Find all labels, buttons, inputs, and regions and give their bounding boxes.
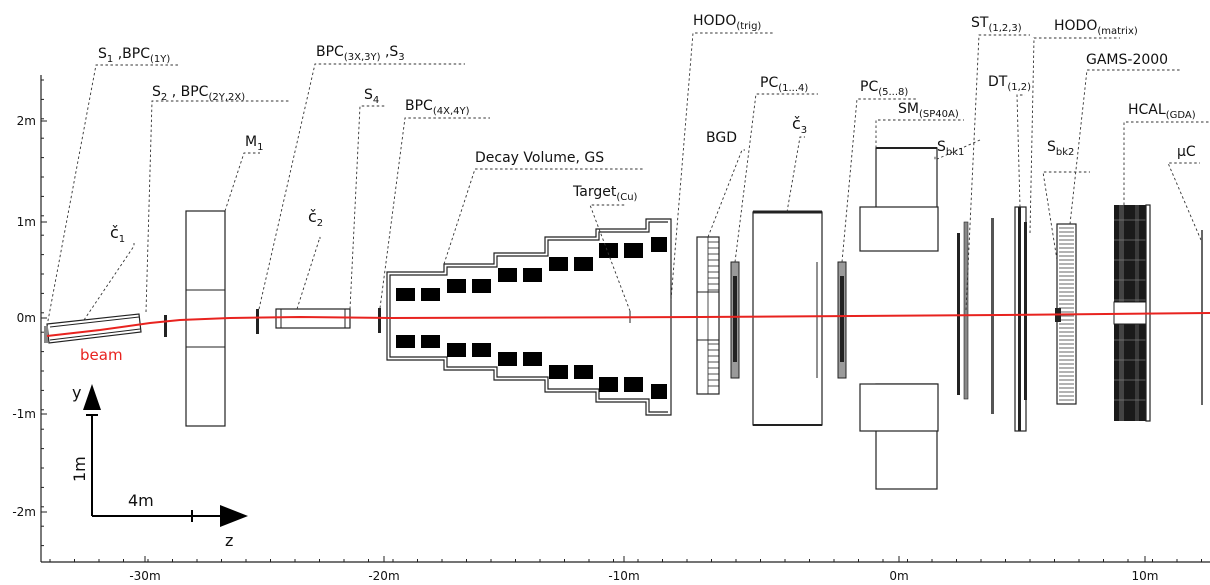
label-pc1-4: PC(1...4) xyxy=(760,75,808,94)
s2-counter-shape xyxy=(164,315,167,337)
beam-label: beam xyxy=(80,346,123,364)
label-st123: ST(1,2,3) xyxy=(971,15,1022,34)
detector-labels: S1 ,BPC(1Y) S2 , BPC(2Y,2X) č1 M1 BPC(3X… xyxy=(98,13,1196,245)
sbk1-st-dt-shapes xyxy=(957,206,1027,432)
beam-line xyxy=(46,312,1210,337)
scale-1m-label: 1m xyxy=(70,456,89,482)
x-tick-label: -20m xyxy=(368,569,399,583)
bgd-shape xyxy=(696,236,720,395)
label-sbk1: Sbk1 xyxy=(937,139,964,158)
guard-system-blocks xyxy=(396,237,667,399)
x-tick-label: -30m xyxy=(129,569,160,583)
s3-counter-shape xyxy=(256,309,259,334)
y-tick-label: 0m xyxy=(17,311,36,325)
x-tick-label: -10m xyxy=(608,569,639,583)
label-hodo-trig: HODO(trig) xyxy=(693,13,761,32)
label-c3: č3 xyxy=(792,114,807,136)
cherenkov-3-shape xyxy=(752,210,823,426)
y-axis-ticks: 2m 1m 0m -1m -2m xyxy=(12,79,47,547)
s4-counter-shape xyxy=(378,308,381,333)
label-s1-bpc1y: S1 ,BPC(1Y) xyxy=(98,46,170,65)
scale-bar: y z 1m 4m xyxy=(70,383,248,550)
label-c2: č2 xyxy=(308,207,323,229)
label-s4: S4 xyxy=(364,87,379,106)
label-bgd: BGD xyxy=(706,130,737,146)
sub: 1 xyxy=(107,54,113,65)
scale-4m-label: 4m xyxy=(128,491,154,510)
label-bpc4x4y: BPC(4X,4Y) xyxy=(405,98,470,117)
label-pc5-8: PC(5...8) xyxy=(860,79,908,98)
x-axis-ticks: -30m -20m -10m 0m 10m xyxy=(49,556,1202,583)
y-tick-label: 2m xyxy=(17,114,36,128)
x-tick-label: 10m xyxy=(1132,569,1159,583)
label-s2-bpc2y2x: S2 , BPC(2Y,2X) xyxy=(152,84,245,103)
label-c1: č1 xyxy=(110,223,125,245)
y-tick-label: -2m xyxy=(12,505,36,519)
label-dt12: DT(1,2) xyxy=(988,74,1031,93)
scale-z-label: z xyxy=(225,531,233,550)
sm-magnet-shape xyxy=(859,147,939,490)
muc-shape xyxy=(1201,230,1203,405)
label-target: Target(Cu) xyxy=(572,184,638,203)
label-sm: SM(SP40A) xyxy=(898,101,959,120)
label-hcal: HCAL(GDA) xyxy=(1128,102,1196,121)
y-tick-label: 1m xyxy=(17,215,36,229)
pc5-8-shape xyxy=(837,261,847,379)
axes: 2m 1m 0m -1m -2m -30m -20m -10m 0m 10m xyxy=(12,75,1210,583)
y-tick-label: -1m xyxy=(12,407,36,421)
cherenkov-2-shape xyxy=(275,308,351,329)
label-muc: μC xyxy=(1177,144,1196,160)
label-gams: GAMS-2000 xyxy=(1086,52,1168,68)
label-hodo-matrix: HODO(matrix) xyxy=(1054,18,1138,37)
label-m1: M1 xyxy=(245,134,263,153)
label-bpc3x3y-s3: BPC(3X,3Y) ,S3 xyxy=(316,44,405,63)
label-decay-volume: Decay Volume, GS xyxy=(475,150,604,166)
pc1-4-shape xyxy=(730,261,740,379)
leader-lines xyxy=(46,32,1210,327)
label-sbk2: Sbk2 xyxy=(1047,139,1074,158)
scale-y-label: y xyxy=(72,383,81,402)
x-tick-label: 0m xyxy=(889,569,908,583)
cherenkov-1-shape xyxy=(44,313,142,344)
